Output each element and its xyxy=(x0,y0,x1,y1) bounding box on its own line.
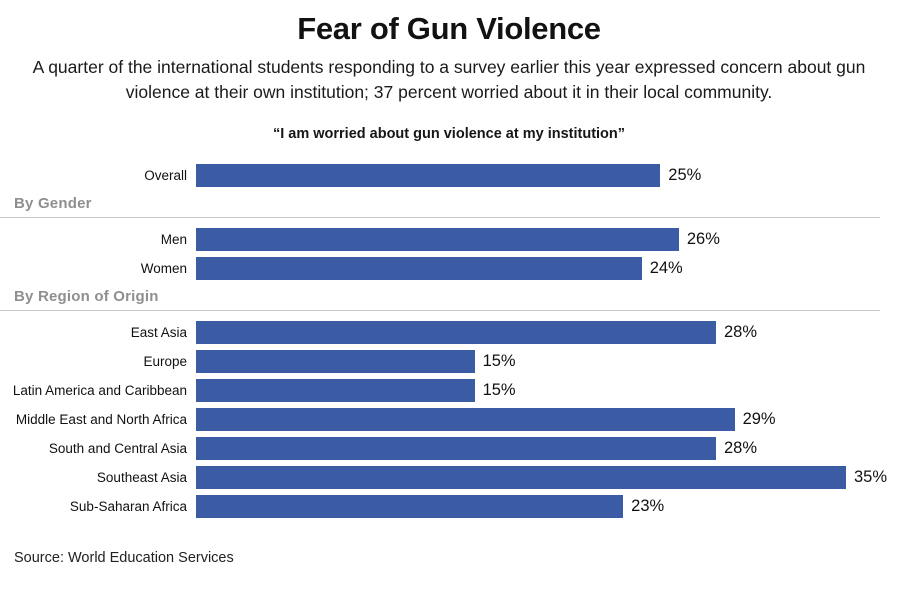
bar-track: 24% xyxy=(196,257,898,280)
bar-value: 15% xyxy=(482,352,516,370)
bar-track: 29% xyxy=(196,408,898,431)
bar xyxy=(196,257,642,280)
group-header: By Region of Origin xyxy=(0,288,880,311)
bar xyxy=(196,228,679,251)
bar xyxy=(196,466,846,489)
bar-row: Latin America and Caribbean 15% xyxy=(0,379,898,402)
bar-value: 28% xyxy=(724,439,758,457)
bar-row: Women 24% xyxy=(0,257,898,280)
bar-label: Men xyxy=(160,232,187,247)
bar-label: Overall xyxy=(144,168,187,183)
bar-row: Men 26% xyxy=(0,228,898,251)
bar-row: Middle East and North Africa 29% xyxy=(0,408,898,431)
bar-row: East Asia 28% xyxy=(0,321,898,344)
bar-value: 25% xyxy=(668,166,702,184)
chart-subtitle: A quarter of the international students … xyxy=(32,57,866,102)
bar-track: 28% xyxy=(196,321,898,344)
bar xyxy=(196,437,716,460)
bar-label: Southeast Asia xyxy=(96,470,187,485)
bar-label: Sub-Saharan Africa xyxy=(69,499,187,514)
bar-chart: Overall 25% By Gender Men 26% Women 24% By Regi… xyxy=(0,164,898,518)
bar xyxy=(196,495,624,518)
bar-label: East Asia xyxy=(130,325,187,340)
bar-row: Overall 25% xyxy=(0,164,898,187)
bar xyxy=(196,164,661,187)
bar-label: Europe xyxy=(143,354,187,369)
bar-row: Europe 15% xyxy=(0,350,898,373)
bar-row: Sub-Saharan Africa 23% xyxy=(0,495,898,518)
survey-question: “I am worried about gun violence at my i… xyxy=(272,126,626,142)
bar-value: 28% xyxy=(724,323,758,341)
bar-label: South and Central Asia xyxy=(48,441,187,456)
bar-value: 15% xyxy=(482,381,516,399)
bar xyxy=(196,350,475,373)
chart-title: Fear of Gun Violence xyxy=(297,11,601,46)
bar-row: Southeast Asia 35% xyxy=(0,466,898,489)
bar-track: 23% xyxy=(196,495,898,518)
bar-value: 26% xyxy=(686,230,720,248)
bar-track: 26% xyxy=(196,228,898,251)
bar-value: 23% xyxy=(631,497,665,515)
bar-label: Middle East and North Africa xyxy=(15,412,187,427)
bar-track: 28% xyxy=(196,437,898,460)
bar-track: 25% xyxy=(196,164,898,187)
bar-value: 35% xyxy=(854,468,888,486)
bar xyxy=(196,321,716,344)
bar xyxy=(196,408,735,431)
source-note: Source: World Education Services xyxy=(14,550,234,566)
bar-row: South and Central Asia 28% xyxy=(0,437,898,460)
bar-label: Latin America and Caribbean xyxy=(12,383,187,398)
bar-value: 29% xyxy=(742,410,776,428)
bar-track: 35% xyxy=(196,466,898,489)
bar-label: Women xyxy=(140,261,187,276)
bar-track: 15% xyxy=(196,350,898,373)
bar-value: 24% xyxy=(649,259,683,277)
group-header: By Gender xyxy=(0,195,880,218)
bar xyxy=(196,379,475,402)
bar-track: 15% xyxy=(196,379,898,402)
